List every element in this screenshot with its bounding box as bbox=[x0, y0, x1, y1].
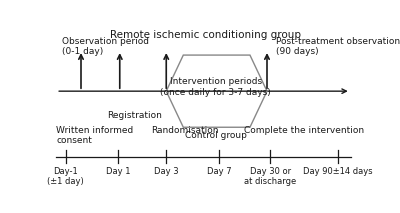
Text: Day 30 or
at discharge: Day 30 or at discharge bbox=[244, 167, 296, 186]
Text: Day 7: Day 7 bbox=[207, 167, 231, 176]
Text: Complete the intervention: Complete the intervention bbox=[244, 126, 364, 135]
Text: Intervention periods
(once daily for 3-7 days): Intervention periods (once daily for 3-7… bbox=[160, 77, 271, 97]
Text: Randomisation: Randomisation bbox=[151, 126, 219, 135]
Text: Control group: Control group bbox=[185, 131, 247, 140]
Text: Day 90±14 days: Day 90±14 days bbox=[304, 167, 373, 176]
Text: Remote ischemic conditioning group: Remote ischemic conditioning group bbox=[110, 30, 300, 40]
Text: Day 1: Day 1 bbox=[106, 167, 130, 176]
Text: Observation period
(0-1 day): Observation period (0-1 day) bbox=[62, 37, 150, 56]
Text: Written informed
consent: Written informed consent bbox=[56, 126, 134, 145]
Text: Registration: Registration bbox=[107, 111, 162, 120]
Text: Day-1
(±1 day): Day-1 (±1 day) bbox=[47, 167, 84, 186]
Text: Post-treatment observation period
(90 days): Post-treatment observation period (90 da… bbox=[276, 37, 400, 56]
Text: Day 3: Day 3 bbox=[154, 167, 178, 176]
